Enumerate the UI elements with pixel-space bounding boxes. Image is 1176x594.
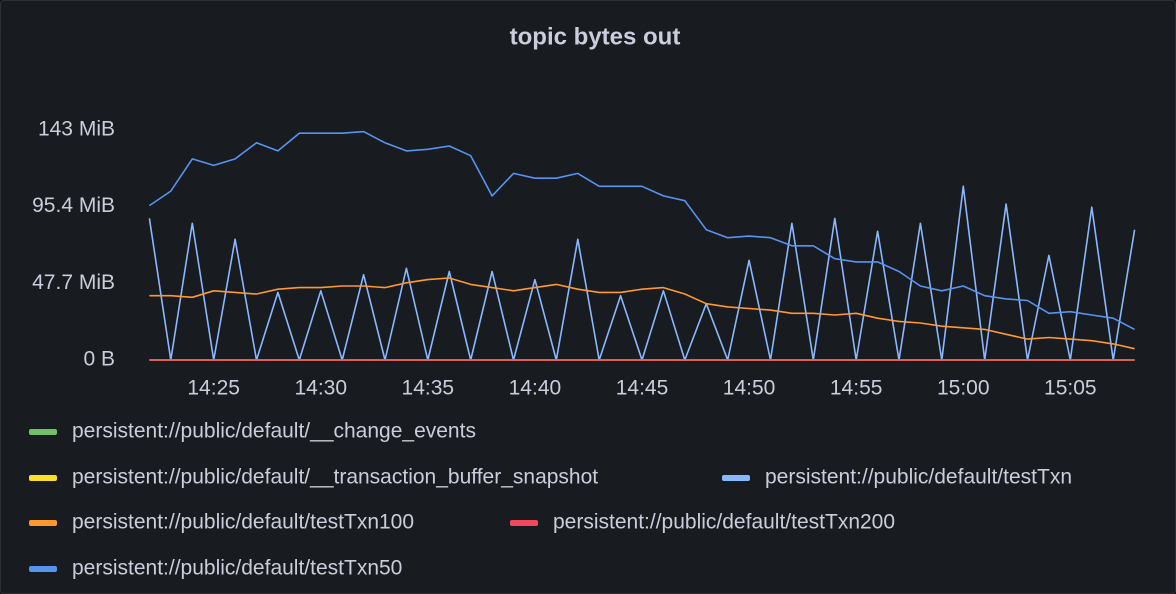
legend-label: persistent://public/default/__change_eve… bbox=[72, 420, 476, 443]
series-line bbox=[149, 277, 1135, 350]
legend-swatch bbox=[29, 475, 57, 481]
legend-label: persistent://public/default/testTxn50 bbox=[72, 557, 402, 580]
legend-label: persistent://public/default/testTxn bbox=[765, 466, 1072, 489]
y-tick-label: 47.7 MiB bbox=[32, 271, 115, 294]
y-tick-label: 143 MiB bbox=[38, 118, 115, 141]
legend-label: persistent://public/default/testTxn200 bbox=[553, 511, 895, 534]
legend-swatch bbox=[29, 520, 57, 526]
legend-label: persistent://public/default/testTxn100 bbox=[72, 511, 414, 534]
x-tick-label: 14:35 bbox=[402, 377, 455, 400]
x-tick-label: 14:55 bbox=[830, 377, 883, 400]
y-tick-label: 95.4 MiB bbox=[32, 194, 115, 217]
legend-swatch bbox=[29, 566, 57, 572]
chart-title: topic bytes out bbox=[510, 23, 681, 50]
x-tick-label: 14:45 bbox=[616, 377, 669, 400]
legend-swatch bbox=[29, 429, 57, 435]
series-line bbox=[148, 130, 1135, 331]
y-tick-label: 0 B bbox=[83, 348, 115, 371]
legend-swatch bbox=[722, 475, 750, 481]
x-tick-label: 14:25 bbox=[187, 377, 240, 400]
x-tick-label: 14:40 bbox=[509, 377, 562, 400]
legend-swatch bbox=[510, 520, 538, 526]
x-tick-label: 14:30 bbox=[294, 377, 347, 400]
x-tick-label: 14:50 bbox=[723, 377, 776, 400]
legend-label: persistent://public/default/__transactio… bbox=[72, 466, 598, 489]
plot-area bbox=[148, 130, 1136, 361]
x-tick-label: 15:00 bbox=[937, 377, 990, 400]
x-tick-label: 15:05 bbox=[1044, 377, 1097, 400]
